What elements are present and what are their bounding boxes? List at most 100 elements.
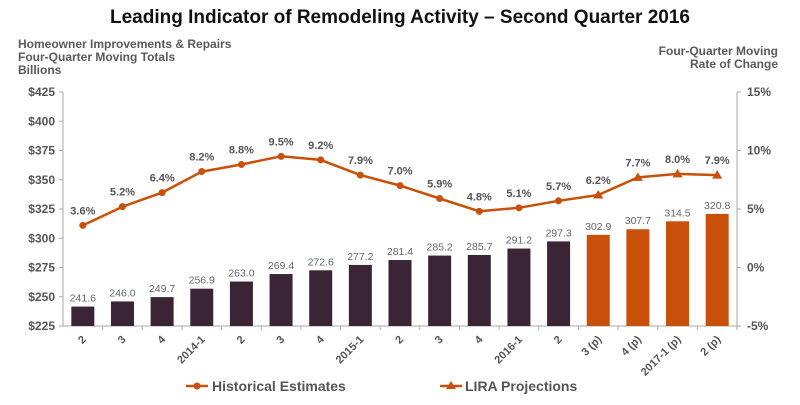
rate-value-label: 4.8% — [467, 191, 492, 203]
rate-value-label: 5.7% — [546, 181, 571, 193]
legend-triangle-marker — [446, 381, 456, 389]
legend-historical: Historical Estimates — [212, 378, 346, 394]
historical-marker — [317, 156, 325, 164]
left-tick-label: $300 — [28, 231, 55, 245]
x-tick-label: 2014-1 — [175, 334, 208, 367]
right-tick-label: 15% — [747, 85, 771, 99]
bar — [229, 281, 253, 326]
legend: Historical Estimates LIRA Projections — [186, 378, 577, 394]
bar — [388, 260, 412, 326]
left-tick-label: $250 — [28, 290, 55, 304]
bar-value-label: 241.6 — [70, 293, 96, 305]
left-tick-label: $325 — [28, 202, 55, 216]
x-tick-label: 3 — [433, 334, 446, 347]
x-tick-label: 4 (p) — [619, 333, 644, 358]
bar-value-label: 272.6 — [308, 256, 334, 268]
projection-marker — [632, 172, 643, 181]
bar — [110, 301, 134, 326]
bar-value-label: 285.2 — [427, 242, 453, 254]
rate-value-label: 9.5% — [269, 136, 294, 148]
bar — [190, 288, 214, 326]
bar-value-label: 249.7 — [149, 283, 175, 295]
bar-value-label: 263.0 — [228, 268, 254, 280]
chart-title: Leading Indicator of Remodeling Activity… — [110, 7, 690, 28]
rate-value-label: 3.6% — [70, 205, 95, 217]
historical-marker — [158, 189, 166, 197]
x-tick-label: 3 (p) — [579, 333, 604, 358]
rate-value-label: 7.9% — [348, 155, 373, 167]
historical-marker — [436, 194, 444, 202]
x-tick-label: 2 (p) — [698, 333, 723, 358]
historical-marker — [356, 171, 364, 179]
historical-marker — [237, 161, 245, 169]
historical-marker — [79, 221, 87, 229]
left-axis-label-2: Four-Quarter Moving Totals — [18, 50, 175, 64]
left-axis-label-3: Billions — [18, 63, 62, 77]
bar — [348, 264, 372, 326]
x-tick-label: 4 — [155, 333, 168, 346]
bar — [705, 213, 729, 326]
x-tick-label: 2 — [76, 334, 89, 347]
x-tick-label: 2015-1 — [334, 334, 367, 367]
right-tick-label: -5% — [747, 319, 769, 333]
bar — [428, 255, 452, 326]
left-tick-label: $275 — [28, 261, 55, 275]
bar — [269, 274, 293, 326]
historical-marker — [118, 203, 126, 211]
x-tick-label: 3 — [274, 334, 287, 347]
historical-marker — [396, 182, 404, 190]
historical-marker — [475, 207, 483, 215]
rate-value-label: 8.0% — [665, 154, 690, 166]
bar-value-label: 314.5 — [664, 207, 690, 219]
rate-value-label: 7.7% — [625, 157, 650, 169]
x-tick-label: 4 — [473, 333, 486, 346]
bar-value-label: 281.4 — [387, 246, 413, 258]
bar — [309, 270, 333, 326]
left-tick-label: $225 — [28, 319, 55, 333]
historical-marker — [555, 197, 563, 205]
rate-value-label: 5.2% — [110, 187, 135, 199]
projection-marker — [712, 170, 723, 179]
left-tick-label: $350 — [28, 173, 55, 187]
bar-value-label: 246.0 — [109, 287, 135, 299]
right-tick-label: 0% — [747, 261, 765, 275]
bar — [71, 306, 95, 326]
bar-value-label: 256.9 — [189, 275, 215, 287]
historical-marker — [198, 168, 206, 176]
historical-marker — [515, 204, 523, 212]
bar — [547, 241, 571, 326]
x-tick-label: 4 — [314, 333, 327, 346]
projection-marker — [593, 189, 604, 199]
x-tick-label: 2 — [235, 334, 248, 347]
x-tick-label: 2017-1 (p) — [639, 333, 684, 378]
bar — [467, 254, 491, 326]
left-axis-label-1: Homeowner Improvements & Repairs — [18, 37, 232, 51]
right-axis-label-2: Rate of Change — [690, 57, 778, 71]
bar — [586, 234, 610, 326]
bar-value-label: 269.4 — [268, 260, 294, 272]
rate-value-label: 7.9% — [705, 155, 730, 167]
rate-value-label: 9.2% — [308, 140, 333, 152]
rate-value-label: 5.1% — [506, 188, 531, 200]
bar-value-label: 291.2 — [506, 235, 532, 247]
rate-value-label: 8.8% — [229, 145, 254, 157]
bar-value-label: 277.2 — [347, 251, 373, 263]
projection-marker — [672, 168, 683, 178]
left-tick-label: $400 — [28, 114, 55, 128]
bar — [150, 297, 174, 326]
bar-value-label: 285.7 — [466, 241, 492, 253]
bar — [507, 248, 531, 326]
rate-value-label: 5.9% — [427, 178, 452, 190]
x-tick-label: 2 — [393, 334, 406, 347]
bar-value-label: 297.3 — [545, 227, 571, 239]
bar-value-label: 302.9 — [585, 221, 611, 233]
legend-circle-marker — [193, 382, 201, 390]
historical-marker — [277, 152, 285, 160]
bar — [626, 229, 650, 326]
rate-value-label: 6.4% — [150, 173, 175, 185]
right-axis-label-1: Four-Quarter Moving — [659, 44, 778, 58]
right-tick-label: 10% — [747, 144, 771, 158]
rate-value-label: 8.2% — [189, 152, 214, 164]
x-tick-label: 2 — [552, 334, 565, 347]
